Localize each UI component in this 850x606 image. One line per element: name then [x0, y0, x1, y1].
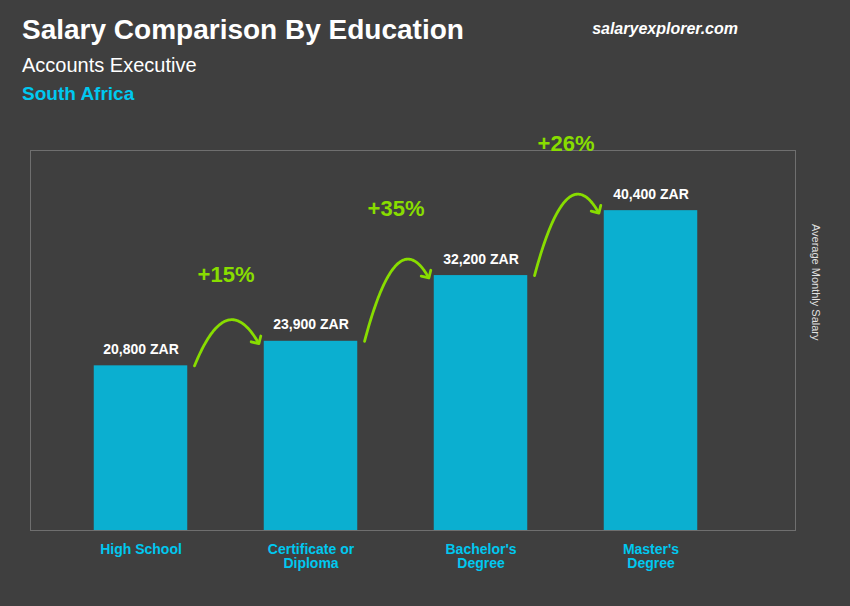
svg-text:Certificate orDiploma: Certificate orDiploma	[268, 541, 355, 571]
svg-text:23,900 ZAR: 23,900 ZAR	[273, 316, 348, 332]
svg-text:+26%: +26%	[538, 131, 595, 156]
html-text:Accounts Executive: Accounts Executive	[22, 54, 197, 76]
svg-text:High School: High School	[100, 541, 182, 557]
html-text:salaryexplorer.com: salaryexplorer.com	[592, 20, 738, 37]
svg-text:40,400 ZAR: 40,400 ZAR	[613, 186, 688, 202]
html-text:South Africa: South Africa	[22, 83, 135, 104]
svg-text:32,200 ZAR: 32,200 ZAR	[443, 251, 518, 267]
html-text:Salary Comparison By Education: Salary Comparison By Education	[22, 14, 464, 45]
svg-text:20,800 ZAR: 20,800 ZAR	[103, 341, 178, 357]
svg-text:+15%: +15%	[198, 262, 255, 287]
svg-text:Bachelor'sDegree: Bachelor'sDegree	[445, 541, 516, 571]
svg-text:Average Monthly Salary: Average Monthly Salary	[810, 224, 822, 341]
svg-text:Master'sDegree: Master'sDegree	[623, 541, 679, 571]
svg-text:+35%: +35%	[368, 196, 425, 221]
